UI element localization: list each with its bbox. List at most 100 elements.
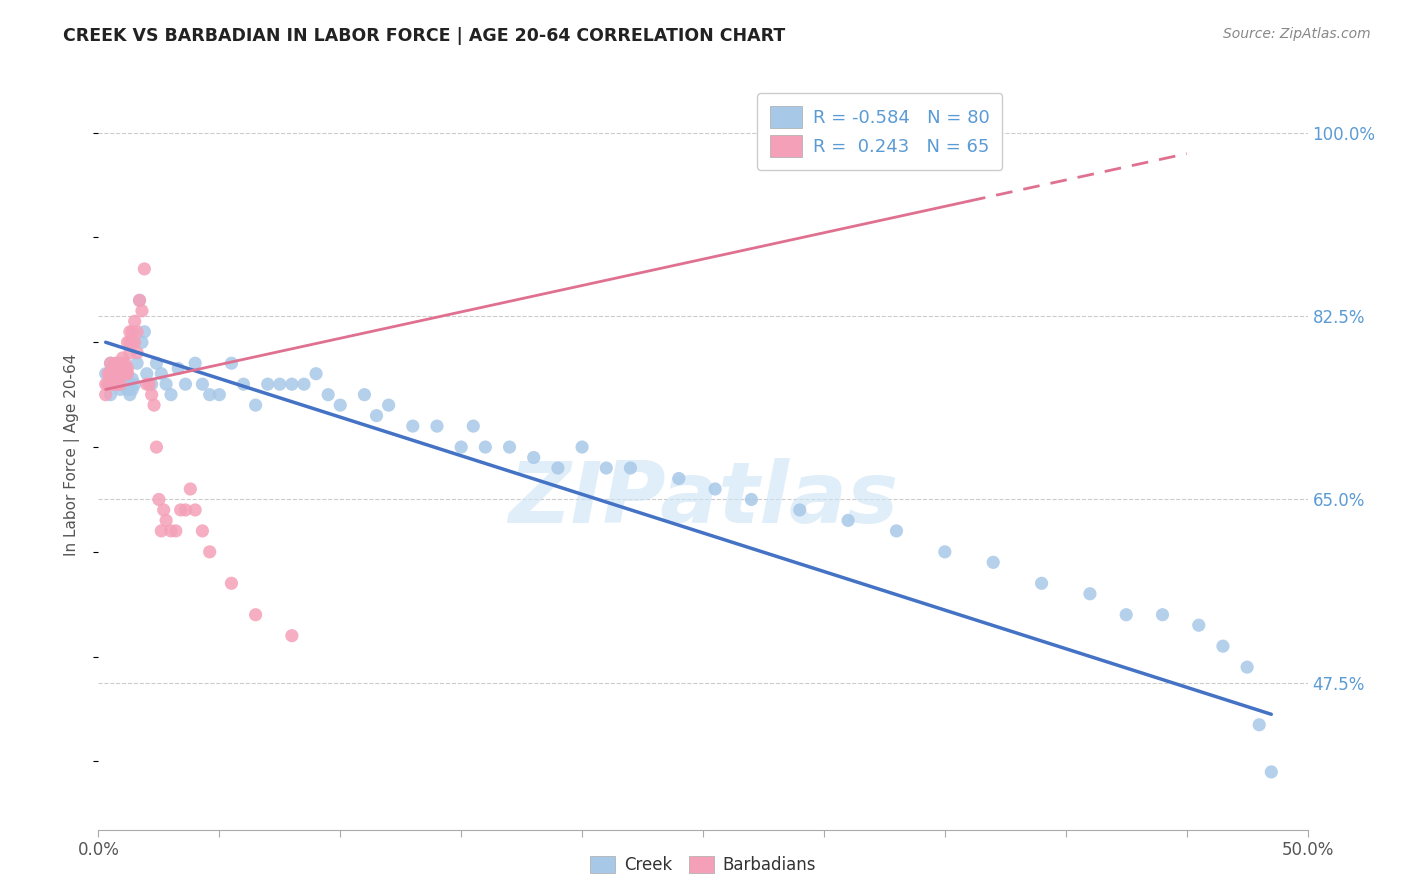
Point [107,367,129,381]
Point [100,356,122,370]
Point [104,356,127,370]
Point [118,325,141,339]
Point [150,524,173,538]
Point [118,335,141,350]
Point [118,377,141,392]
Point [127,356,149,370]
Point [97,367,120,381]
Point [131,303,153,318]
Point [169,503,191,517]
Point [160,387,183,401]
Point [117,361,139,376]
Point [377,398,399,412]
Point [1188,618,1211,632]
Point [127,345,149,359]
Point [316,387,339,401]
Point [1152,607,1174,622]
Point [221,356,243,370]
Point [117,367,139,381]
Point [134,325,156,339]
Point [145,440,167,454]
Point [141,387,163,401]
Point [329,398,352,412]
Point [117,335,139,350]
Point [886,524,908,538]
Point [934,545,956,559]
Point [160,524,183,538]
Point [117,367,139,381]
Point [353,387,375,401]
Point [174,503,197,517]
Point [138,377,160,392]
Point [547,461,569,475]
Point [121,383,143,397]
Point [150,367,173,381]
Point [155,377,177,392]
Point [114,367,136,381]
Point [104,367,127,381]
Point [111,367,134,381]
Point [104,361,127,376]
Point [165,524,187,538]
Point [127,325,149,339]
Point [174,377,197,392]
Point [191,377,214,392]
Point [198,545,221,559]
Point [148,492,170,507]
Point [245,607,267,622]
Point [94,367,117,381]
Point [704,482,727,496]
Point [134,261,156,276]
Point [402,419,425,434]
Point [981,555,1004,569]
Point [837,513,859,527]
Point [94,377,117,392]
Point [111,367,134,381]
Point [474,440,496,454]
Point [101,377,124,392]
Y-axis label: In Labor Force | Age 20-64: In Labor Force | Age 20-64 [63,354,80,556]
Point [571,440,593,454]
Point [104,377,127,392]
Point [789,503,811,517]
Point [1249,718,1271,732]
Point [1031,576,1053,591]
Point [124,377,146,392]
Point [107,356,129,370]
Point [135,367,157,381]
Point [184,356,207,370]
Point [118,387,141,401]
Point [179,482,201,496]
Point [208,387,231,401]
Point [97,377,120,392]
Point [269,377,291,392]
Point [101,361,124,376]
Point [131,335,153,350]
Point [124,314,146,328]
Point [117,383,139,397]
Point [101,367,124,381]
Point [104,361,127,376]
Point [292,377,315,392]
Point [100,387,122,401]
Point [305,367,328,381]
Point [221,576,243,591]
Text: CREEK VS BARBADIAN IN LABOR FORCE | AGE 20-64 CORRELATION CHART: CREEK VS BARBADIAN IN LABOR FORCE | AGE … [63,27,786,45]
Point [366,409,388,423]
Point [111,377,134,392]
Point [191,524,214,538]
Point [1236,660,1258,674]
Point [108,356,131,370]
Point [111,356,134,370]
Point [198,387,221,401]
Point [108,383,131,397]
Point [619,461,641,475]
Point [595,461,617,475]
Point [107,367,129,381]
Point [114,356,136,370]
Point [114,361,136,376]
Point [135,377,157,392]
Point [450,440,472,454]
Point [143,398,166,412]
Point [498,440,520,454]
